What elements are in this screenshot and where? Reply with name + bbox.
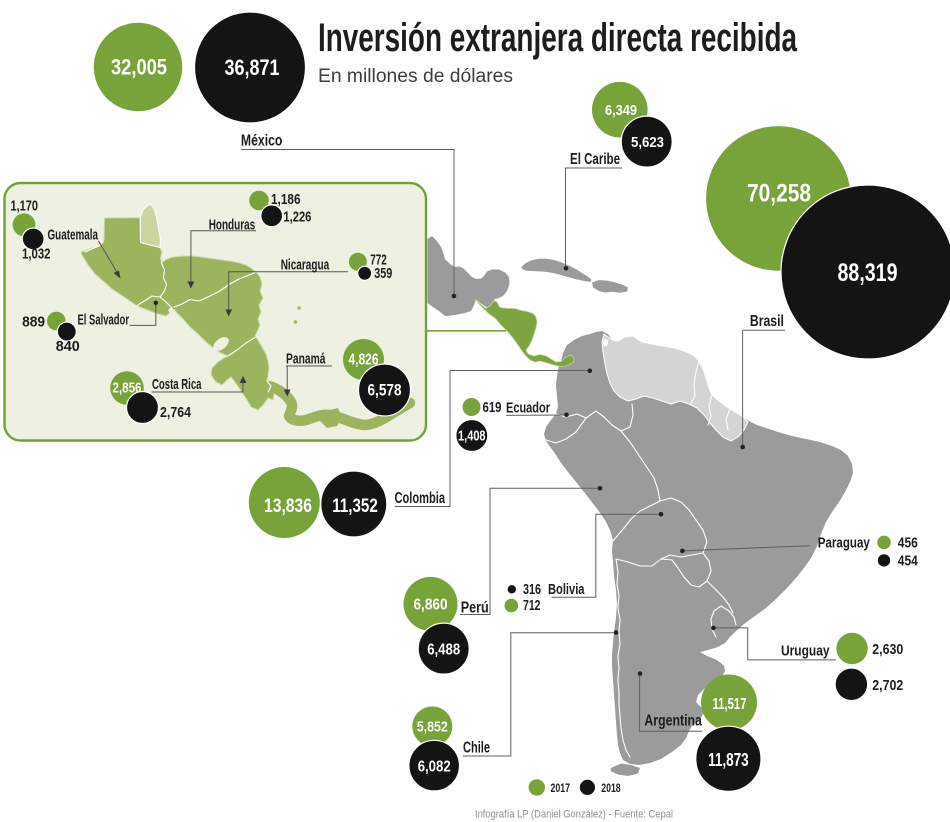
svg-text:Inversión extranjera directa r: Inversión extranjera directa recibida: [318, 16, 798, 60]
svg-text:359: 359: [374, 265, 392, 282]
svg-text:1,226: 1,226: [283, 209, 311, 226]
svg-text:4,826: 4,826: [349, 352, 379, 369]
svg-text:11,873: 11,873: [708, 750, 749, 770]
svg-text:70,258: 70,258: [747, 180, 811, 208]
svg-text:2,630: 2,630: [872, 642, 903, 658]
svg-text:1,170: 1,170: [11, 198, 39, 215]
svg-text:6,578: 6,578: [368, 382, 402, 400]
svg-text:454: 454: [898, 553, 918, 569]
svg-text:11,352: 11,352: [332, 495, 378, 517]
svg-text:2018: 2018: [601, 781, 621, 795]
svg-text:6,488: 6,488: [427, 642, 460, 659]
svg-text:En millones de dólares: En millones de dólares: [318, 66, 513, 87]
svg-text:Brasil: Brasil: [750, 313, 784, 330]
svg-text:2,702: 2,702: [872, 678, 903, 694]
svg-text:2,764: 2,764: [160, 404, 192, 421]
svg-text:840: 840: [56, 338, 80, 355]
svg-text:889: 889: [22, 314, 45, 331]
svg-text:Chile: Chile: [463, 740, 490, 757]
svg-text:1,408: 1,408: [458, 429, 486, 445]
svg-text:Infografía LP (Daniel González: Infografía LP (Daniel González) - Fuente…: [475, 809, 673, 821]
svg-text:Argentina: Argentina: [644, 712, 702, 729]
svg-text:2017: 2017: [551, 781, 571, 795]
svg-text:772: 772: [370, 251, 387, 268]
svg-text:Panamá: Panamá: [286, 351, 326, 368]
svg-text:712: 712: [523, 598, 541, 614]
svg-text:36,871: 36,871: [225, 55, 280, 80]
svg-text:619: 619: [483, 400, 502, 416]
svg-text:5,623: 5,623: [631, 134, 664, 151]
svg-text:Honduras: Honduras: [209, 217, 256, 234]
svg-text:Nicaragua: Nicaragua: [281, 257, 330, 274]
svg-text:Bolivia: Bolivia: [548, 582, 585, 598]
svg-text:11,517: 11,517: [713, 696, 747, 713]
svg-text:1,032: 1,032: [22, 246, 51, 263]
svg-text:El Salvador: El Salvador: [78, 312, 130, 329]
svg-text:Uruguay: Uruguay: [781, 644, 830, 660]
svg-text:6,860: 6,860: [414, 597, 448, 614]
svg-text:5,852: 5,852: [417, 719, 448, 735]
svg-text:32,005: 32,005: [111, 55, 167, 80]
svg-text:6,349: 6,349: [605, 102, 637, 119]
svg-text:México: México: [241, 132, 283, 149]
svg-text:13,836: 13,836: [264, 495, 312, 517]
svg-text:316: 316: [523, 582, 541, 598]
svg-text:456: 456: [898, 535, 918, 551]
svg-text:Colombia: Colombia: [395, 490, 446, 507]
svg-text:Costa Rica: Costa Rica: [152, 376, 202, 393]
svg-text:6,082: 6,082: [418, 758, 451, 775]
svg-text:Paraguay: Paraguay: [818, 535, 870, 551]
svg-text:Perú: Perú: [461, 600, 489, 617]
svg-text:88,319: 88,319: [838, 259, 898, 287]
svg-text:El Caribe: El Caribe: [570, 151, 620, 168]
svg-text:Ecuador: Ecuador: [506, 401, 550, 417]
svg-text:2,856: 2,856: [113, 379, 142, 396]
svg-text:1,186: 1,186: [271, 191, 301, 208]
svg-text:Guatemala: Guatemala: [48, 227, 99, 244]
